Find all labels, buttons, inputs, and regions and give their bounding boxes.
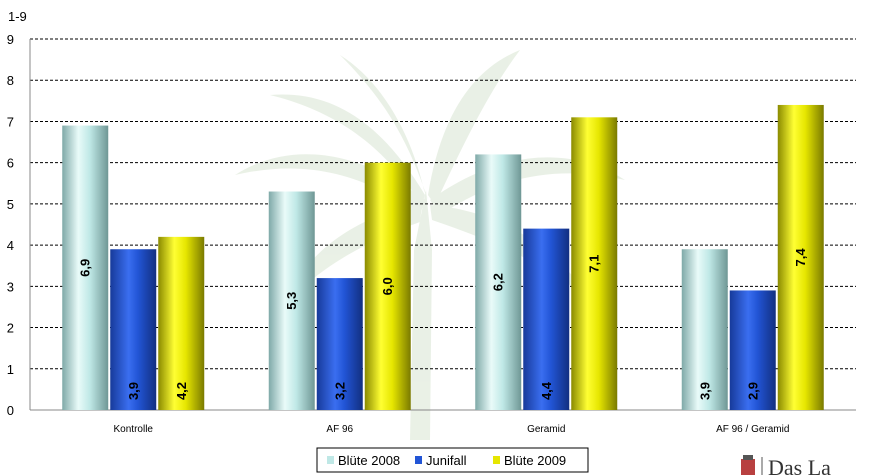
bar xyxy=(110,249,157,410)
y-tick-label: 1 xyxy=(7,362,14,377)
legend-swatch xyxy=(415,456,422,464)
y-tick-label: 8 xyxy=(7,73,14,88)
footer-text: Das La xyxy=(768,455,831,475)
legend-box xyxy=(316,447,589,473)
bar-value-label: 6,2 xyxy=(491,273,506,291)
bar-value-label: 7,1 xyxy=(587,255,602,273)
bar-value-label: 3,9 xyxy=(697,382,712,400)
bar-value-label: 4,4 xyxy=(539,381,554,400)
legend-label: Junifall xyxy=(426,453,467,468)
bar xyxy=(158,236,205,410)
y-tick-label: 4 xyxy=(7,238,14,253)
bar-value-label: 5,3 xyxy=(284,292,299,310)
bar-value-label: 4,2 xyxy=(174,382,189,400)
plot-area: 1-9 0 1 2 3 4 5 6 7 8 9 6,9 3,9 4,2 Kontrolle 5,3 3,2 6,0… xyxy=(7,9,856,435)
bar xyxy=(681,249,728,410)
bar-value-label: 3,2 xyxy=(332,382,347,400)
bar-value-label: 6,0 xyxy=(380,277,395,295)
x-tick-label: Kontrolle xyxy=(114,424,154,435)
bar xyxy=(268,191,315,410)
y-unit-label: 1-9 xyxy=(8,9,27,24)
legend-swatch xyxy=(327,456,334,464)
y-tick-label: 2 xyxy=(7,321,14,336)
y-tick-label: 0 xyxy=(7,403,14,418)
legend-label: Blüte 2008 xyxy=(338,453,400,468)
legend-swatch xyxy=(493,456,500,464)
bar xyxy=(316,278,363,410)
bar xyxy=(62,125,109,411)
x-tick-label: AF 96 / Geramid xyxy=(716,424,789,435)
bar xyxy=(729,290,776,410)
bar-value-label: 6,9 xyxy=(78,259,93,277)
legend: Blüte 2008 Junifall Blüte 2009 xyxy=(316,447,589,473)
x-tick-label: Geramid xyxy=(527,424,565,435)
bar xyxy=(475,154,522,410)
footer-logo: Das La xyxy=(741,455,831,475)
y-tick-label: 6 xyxy=(7,156,14,171)
bar xyxy=(571,117,618,411)
y-tick-label: 9 xyxy=(7,32,14,47)
bar xyxy=(364,162,411,410)
crest-icon xyxy=(741,455,755,475)
bar xyxy=(523,228,570,410)
bar-value-label: 7,4 xyxy=(793,248,808,267)
bar-value-label: 2,9 xyxy=(745,382,760,400)
x-tick-label: AF 96 xyxy=(326,424,353,435)
bar-value-label: 3,9 xyxy=(126,382,141,400)
bar xyxy=(777,104,824,410)
y-tick-label: 7 xyxy=(7,114,14,129)
legend-label: Blüte 2009 xyxy=(504,453,566,468)
y-tick-label: 5 xyxy=(7,197,14,212)
y-tick-label: 3 xyxy=(7,279,14,294)
